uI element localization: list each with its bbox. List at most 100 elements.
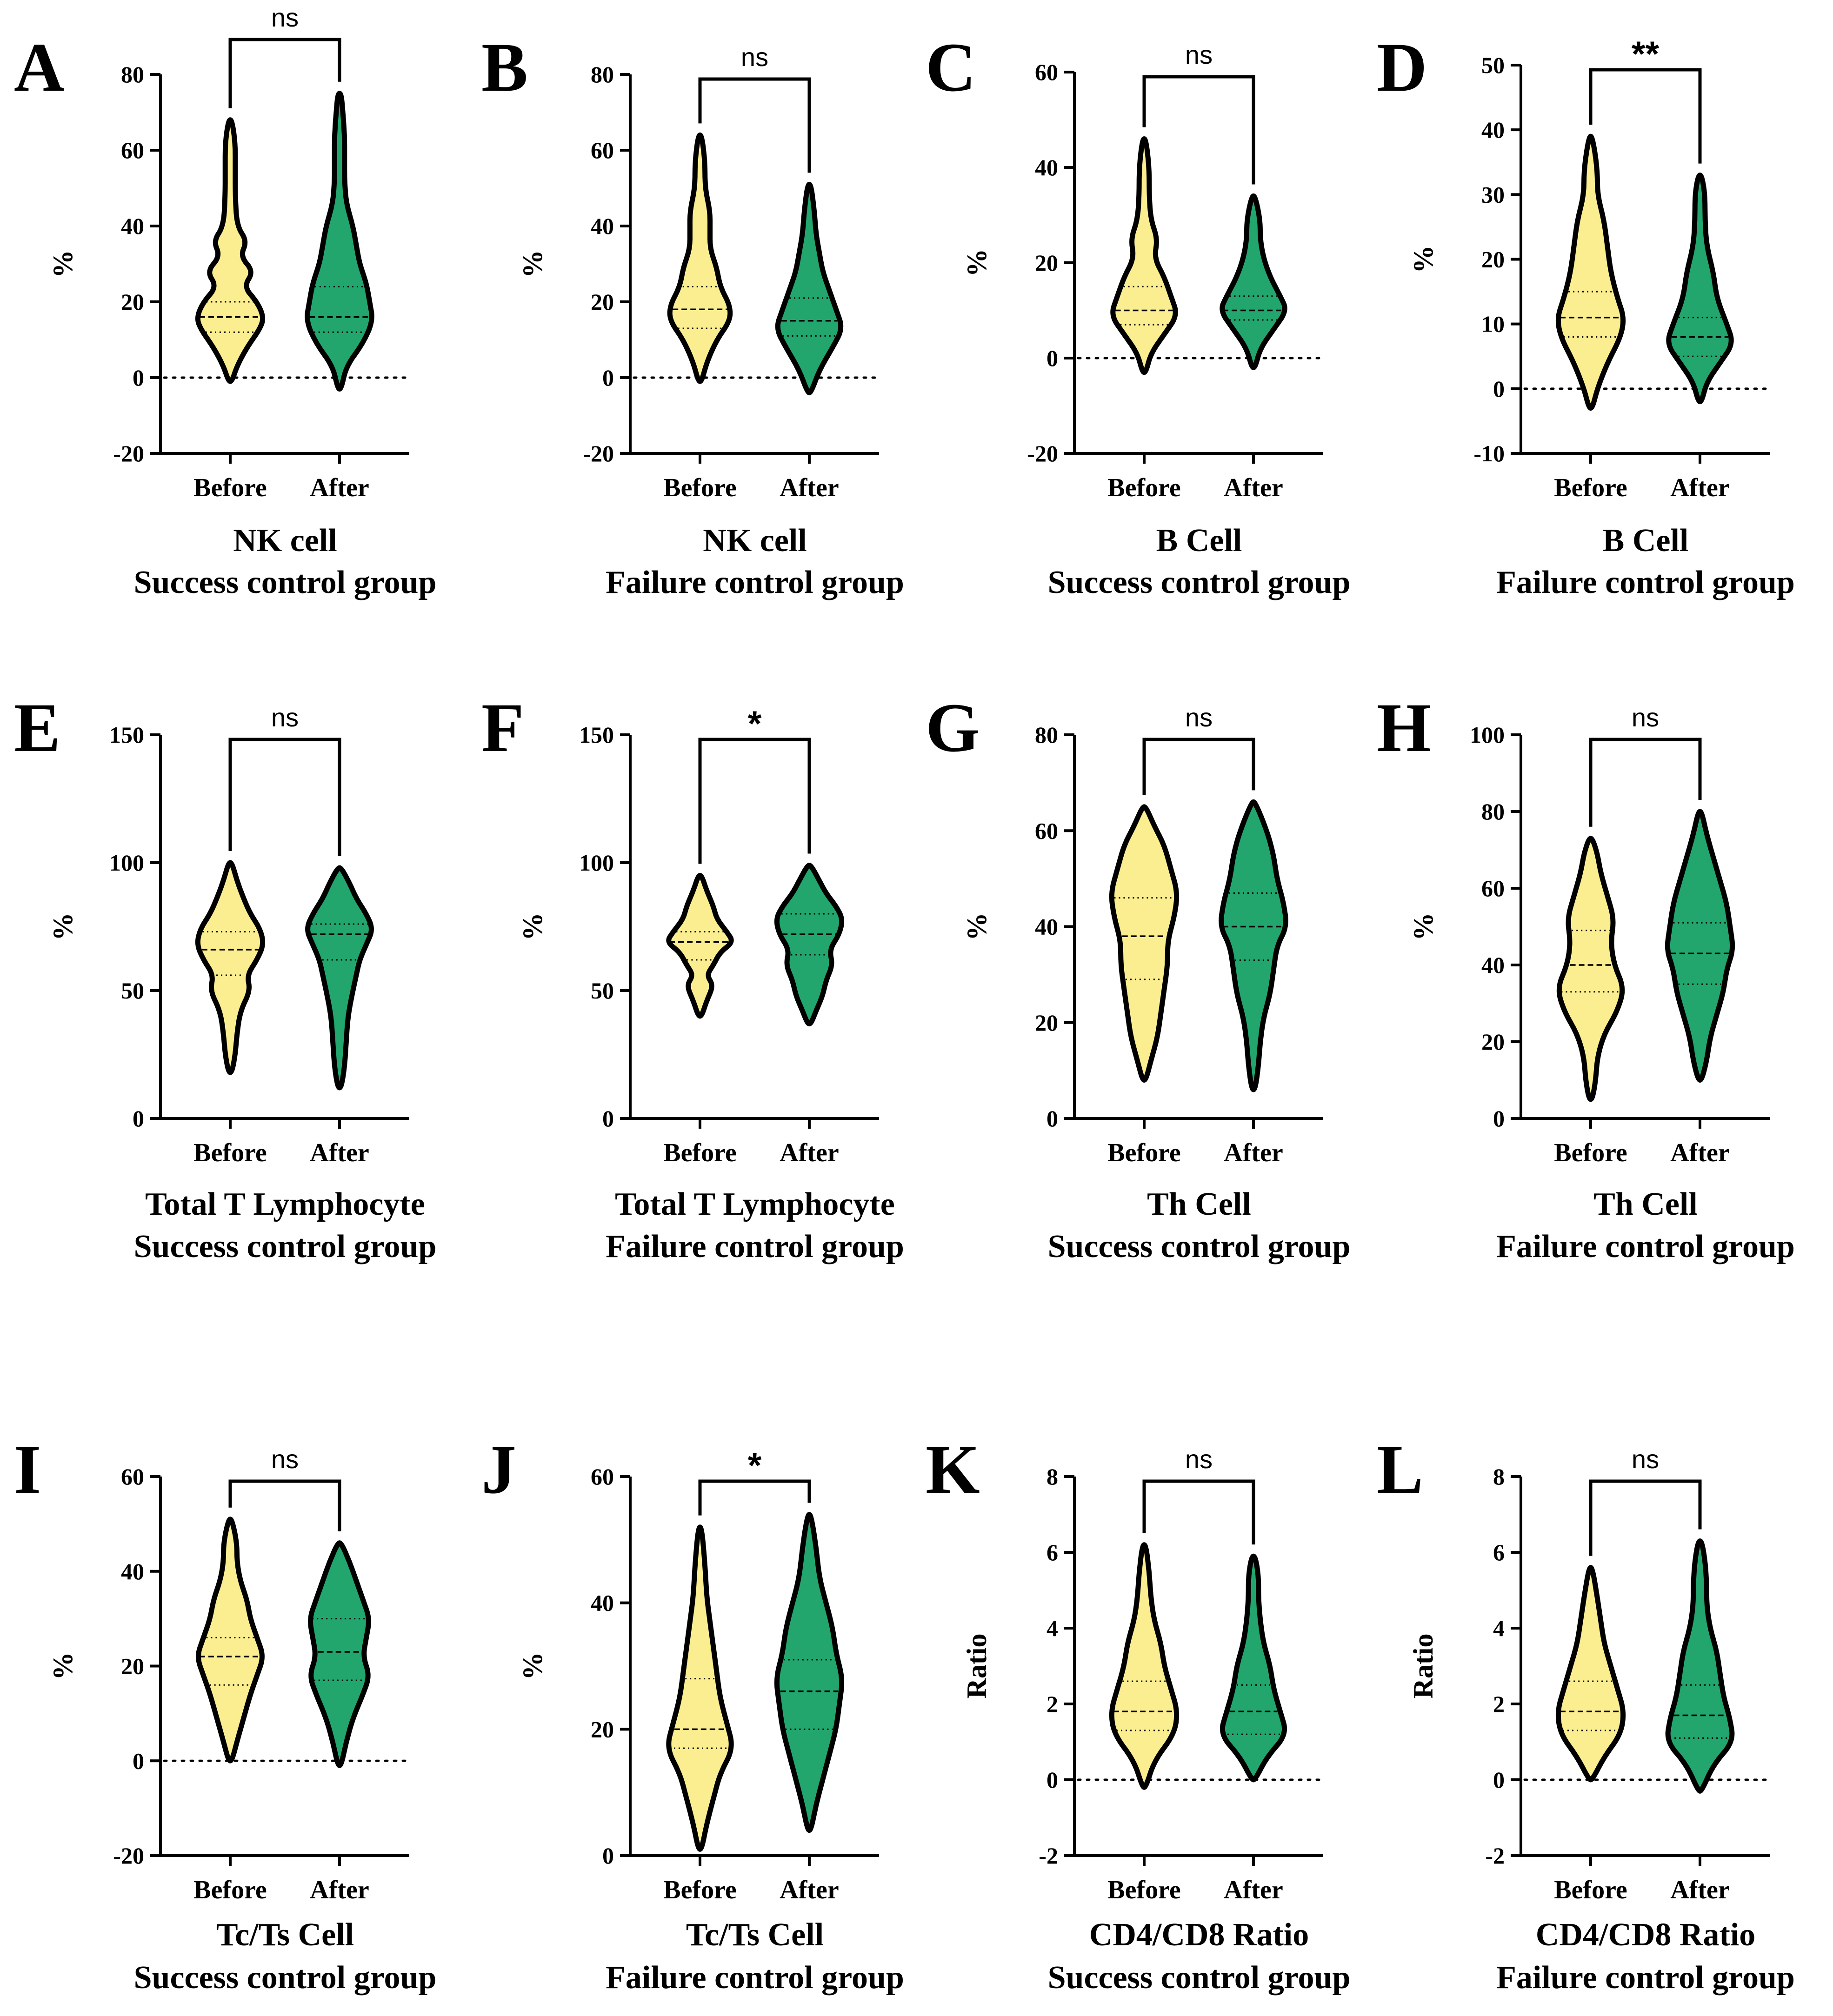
panel-c-y-tick-label: 60 xyxy=(1035,59,1058,85)
panel-h-x-tick-label-after: After xyxy=(1670,1138,1729,1167)
panel-k-title: CD4/CD8 Ratio xyxy=(1089,1917,1309,1953)
panel-g-violin-before xyxy=(1109,804,1180,1083)
panel-k-y-tick-label: 0 xyxy=(1046,1767,1058,1793)
panel-i-y-tick-label: 60 xyxy=(121,1464,144,1490)
panel-j-y-tick-label: 20 xyxy=(591,1716,614,1742)
panel-b-y-tick-label: -20 xyxy=(583,440,614,466)
panel-h-y-tick-label: 60 xyxy=(1481,875,1505,901)
panel-j-violin-before xyxy=(666,1524,734,1852)
panel-d-y-tick-label: 30 xyxy=(1481,181,1505,207)
panel-c-significance-bracket xyxy=(1142,75,1255,185)
panel-k-significance-bracket xyxy=(1142,1479,1255,1545)
panel-j-y-tick-label: 40 xyxy=(591,1590,614,1616)
panel-b-significance-label: ns xyxy=(741,42,768,72)
panel-h-y-tick-label: 80 xyxy=(1481,798,1505,825)
panel-j-title: Tc/Ts Cell xyxy=(686,1917,824,1953)
panel-l-letter: L xyxy=(1377,1431,1423,1508)
panel-h-violin-before xyxy=(1556,836,1625,1102)
panel-c-y-label: % xyxy=(961,249,992,277)
panel-d-x-tick-label-before: Before xyxy=(1554,473,1627,502)
panel-b-y-tick-label: 40 xyxy=(591,213,614,239)
panel-k-x-tick-label-before: Before xyxy=(1107,1876,1181,1904)
panel-h-y-tick-label: 40 xyxy=(1481,952,1505,978)
panel-d-y-tick-label: 0 xyxy=(1493,376,1505,402)
panel-d-y-tick-label: 10 xyxy=(1481,311,1505,337)
panel-d-y-tick-label: 50 xyxy=(1481,52,1505,78)
panel-l-subtitle: Failure control group xyxy=(1496,1960,1795,1996)
panel-f-significance-label: * xyxy=(748,704,762,744)
panel-e-subtitle: Success control group xyxy=(134,1229,437,1264)
panel-b-y-label: % xyxy=(517,250,548,278)
panel-j-y-tick-label: 60 xyxy=(591,1464,614,1490)
panel-a-violin-before xyxy=(195,117,266,384)
panel-a: A -20 0 20 40 60 80% Before After ns NK cell Succes… xyxy=(14,3,436,600)
panel-e-significance-label: ns xyxy=(271,703,299,732)
panel-d-letter: D xyxy=(1377,29,1427,106)
panel-a-y-tick-label: 40 xyxy=(121,213,144,239)
panel-l-y-tick-label: 8 xyxy=(1493,1464,1505,1490)
panel-h-violin-after xyxy=(1665,809,1735,1083)
panel-e-y-tick-label: 50 xyxy=(121,978,144,1004)
panel-g-letter: G xyxy=(926,689,980,766)
panel-k-significance-label: ns xyxy=(1185,1444,1213,1474)
panel-k-y-tick-label: 2 xyxy=(1046,1691,1058,1717)
panel-d: D -10 0 10 20 30 40 50% Before After ** B Cell Failu… xyxy=(1377,29,1795,600)
panel-j-y-tick-label: 0 xyxy=(602,1843,614,1869)
panel-b-significance-bracket xyxy=(698,77,811,173)
panel-c-significance-label: ns xyxy=(1185,40,1213,69)
panel-j-subtitle: Failure control group xyxy=(606,1960,904,1996)
panel-c: C -20 0 20 40 60% Before After ns B Cell Success c… xyxy=(926,29,1350,600)
panel-c-y-tick-label: 0 xyxy=(1046,345,1058,371)
panel-i-letter: I xyxy=(14,1431,41,1508)
panel-i-y-tick-label: 0 xyxy=(133,1748,144,1774)
panel-i-title: Tc/Ts Cell xyxy=(216,1917,354,1953)
panel-g-y-tick-label: 20 xyxy=(1035,1010,1058,1036)
panel-i-significance-bracket xyxy=(228,1479,341,1531)
panel-e: E 0 50 100 150% Before After ns Total T Lymphocy… xyxy=(14,689,436,1264)
panel-c-x-tick-label-before: Before xyxy=(1107,473,1181,502)
panel-b-subtitle: Failure control group xyxy=(606,565,904,600)
panel-a-significance-label: ns xyxy=(271,3,299,32)
panel-a-subtitle: Success control group xyxy=(134,565,437,600)
panel-j-y-label: % xyxy=(517,1652,548,1680)
panel-a-y-tick-label: -20 xyxy=(113,440,144,466)
panel-e-x-tick-label-after: After xyxy=(310,1138,369,1167)
panel-i-violin-before xyxy=(196,1517,265,1763)
panel-l-title: CD4/CD8 Ratio xyxy=(1536,1917,1755,1953)
panel-i-y-tick-label: -20 xyxy=(113,1843,144,1869)
panel-b-title: NK cell xyxy=(703,523,807,559)
panel-b-x-tick-label-before: Before xyxy=(663,473,737,502)
panel-k-violin-before xyxy=(1109,1542,1180,1790)
panel-l-y-tick-label: 4 xyxy=(1493,1615,1505,1641)
panel-i-significance-label: ns xyxy=(271,1444,299,1474)
panel-i-x-tick-label-after: After xyxy=(310,1876,369,1904)
panel-e-x-tick-label-before: Before xyxy=(193,1138,267,1167)
panel-i-y-tick-label: 40 xyxy=(121,1558,144,1584)
panel-g-subtitle: Success control group xyxy=(1048,1229,1351,1264)
panel-a-violin-after xyxy=(305,91,374,392)
panel-c-violin-after xyxy=(1220,193,1287,370)
panel-e-letter: E xyxy=(14,689,60,766)
panel-f-y-tick-label: 150 xyxy=(579,722,614,748)
panel-h-title: Th Cell xyxy=(1593,1186,1698,1222)
panel-e-y-tick-label: 100 xyxy=(109,850,144,876)
panel-g-x-tick-label-after: After xyxy=(1224,1138,1283,1167)
panel-g-y-tick-label: 40 xyxy=(1035,914,1058,940)
panel-c-violin-before xyxy=(1110,136,1178,375)
panel-j-violin-after xyxy=(774,1512,845,1833)
panel-c-y-tick-label: 40 xyxy=(1035,154,1058,180)
panel-c-x-tick-label-after: After xyxy=(1224,473,1283,502)
panel-f-y-tick-label: 0 xyxy=(602,1105,614,1131)
panel-e-violin-after xyxy=(305,865,374,1091)
panel-a-x-tick-label-after: After xyxy=(310,473,369,502)
panel-g-significance-label: ns xyxy=(1185,703,1213,732)
panel-d-x-tick-label-after: After xyxy=(1670,473,1729,502)
panel-g-y-tick-label: 60 xyxy=(1035,818,1058,844)
panel-k-y-label: Ratio xyxy=(961,1634,992,1699)
panel-f-title: Total T Lymphocyte xyxy=(615,1186,895,1222)
panel-g: G 0 20 40 60 80% Before After ns Th Cell Success c… xyxy=(926,689,1350,1264)
panel-g-x-tick-label-before: Before xyxy=(1107,1138,1181,1167)
panel-h-letter: H xyxy=(1377,689,1431,766)
panel-b-y-tick-label: 60 xyxy=(591,137,614,163)
panel-k: K -2 0 2 4 6 8 Ratio Before After ns CD4/CD8 Ratio S… xyxy=(926,1431,1350,1996)
